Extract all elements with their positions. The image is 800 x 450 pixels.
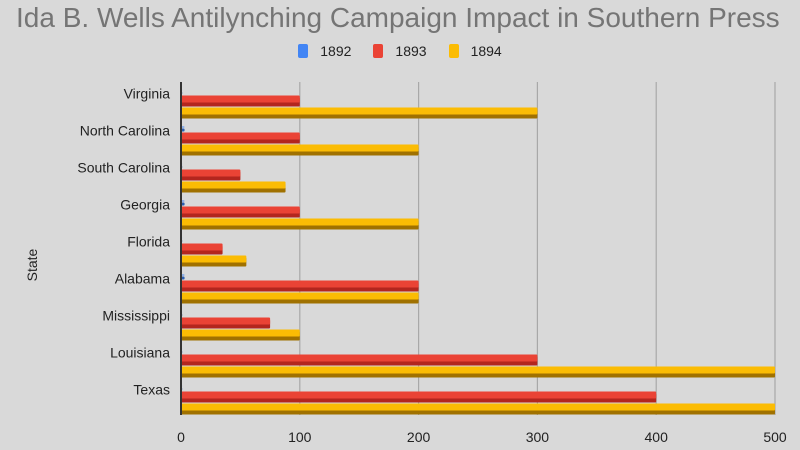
bar-1893 [181, 243, 223, 251]
legend-item-1892[interactable]: 1892 [298, 43, 351, 59]
category-label: North Carolina [80, 123, 170, 139]
category-label: Florida [127, 234, 170, 250]
x-tick-label: 200 [407, 429, 431, 445]
chart-title: Ida B. Wells Antilynching Campaign Impac… [16, 2, 780, 33]
bar-1893 [181, 169, 241, 177]
legend-label: 1894 [470, 43, 502, 59]
legend-swatch-1892 [298, 44, 309, 58]
bar-1894 [181, 403, 775, 411]
x-tick-label: 0 [177, 429, 185, 445]
bar-1894 [181, 366, 775, 374]
bar-1893 [181, 95, 300, 103]
bar-1894 [181, 329, 300, 337]
legend-swatch-1893 [373, 44, 384, 58]
x-tick-label: 500 [763, 429, 787, 445]
bar-1893 [181, 132, 300, 140]
bar-1894 [181, 181, 286, 189]
category-label: Alabama [115, 271, 170, 287]
legend-label: 1892 [320, 43, 352, 59]
bar-1893 [181, 206, 300, 214]
y-axis-label: State [24, 248, 40, 281]
bar-1894 [181, 218, 419, 226]
category-label: Texas [133, 382, 170, 398]
bar-1893 [181, 280, 419, 288]
legend-swatch-1894 [448, 44, 459, 58]
legend-item-1893[interactable]: 1893 [373, 43, 427, 59]
legend-item-1894[interactable]: 1894 [448, 43, 502, 59]
legend: 1892 1893 1894 [0, 43, 800, 59]
bar-1894 [181, 107, 538, 115]
category-label: Virginia [124, 86, 171, 102]
category-label: Georgia [120, 197, 170, 213]
bar-1894 [181, 255, 247, 263]
x-tick-label: 400 [645, 429, 669, 445]
bar-1893 [181, 317, 271, 325]
x-tick-label: 100 [288, 429, 312, 445]
bar-1894 [181, 292, 419, 300]
bar-1893 [181, 391, 657, 399]
category-label: Louisiana [110, 345, 170, 361]
legend-label: 1893 [395, 43, 427, 59]
bar-1893 [181, 354, 538, 362]
bar-1894 [181, 144, 419, 152]
category-label: South Carolina [77, 160, 170, 176]
category-label: Mississippi [102, 308, 170, 324]
x-tick-label: 300 [526, 429, 550, 445]
